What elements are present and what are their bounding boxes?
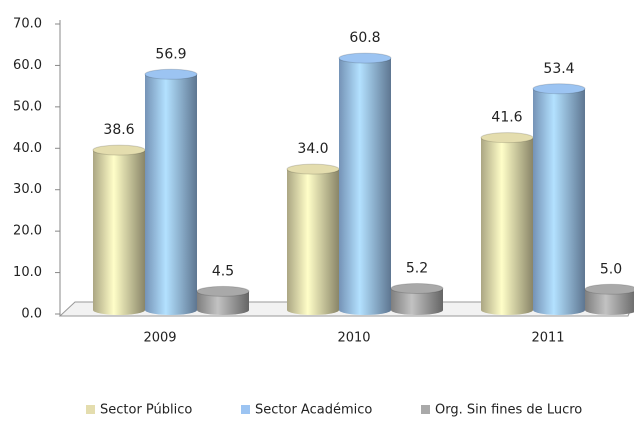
bar (92, 144, 146, 315)
bar-top (390, 282, 444, 294)
bar-base (481, 305, 533, 315)
legend-swatch (421, 405, 430, 414)
y-tick-label: 0.0 (21, 307, 42, 322)
value-label: 5.0 (600, 261, 622, 277)
bar-base (145, 305, 197, 315)
bar (338, 52, 392, 315)
bar-body (339, 58, 391, 310)
value-label: 60.8 (349, 30, 380, 46)
value-label: 56.9 (155, 46, 186, 62)
bar-body (533, 88, 585, 311)
bar-top (144, 68, 198, 80)
bar (480, 132, 534, 315)
bar-top (480, 132, 534, 144)
bar-top (286, 163, 340, 175)
legend-swatch (86, 405, 95, 414)
bar-top (532, 83, 586, 95)
bar-body (93, 150, 145, 310)
legend-swatch (241, 405, 250, 414)
bar-base (339, 305, 391, 315)
x-tick-label: 2010 (337, 331, 370, 346)
bar (196, 285, 250, 315)
bar-top (92, 144, 146, 156)
bar (144, 68, 198, 315)
bar-body (391, 288, 443, 310)
bar-base (197, 305, 249, 315)
bar-body (197, 291, 249, 310)
bar (390, 282, 444, 315)
value-label: 41.6 (491, 110, 522, 126)
y-tick-label: 70.0 (13, 17, 42, 32)
bar-base (533, 305, 585, 315)
y-tick-label: 20.0 (13, 224, 42, 239)
y-tick-label: 50.0 (13, 99, 42, 114)
bar (532, 83, 586, 315)
bar-body (481, 137, 533, 310)
bar-body (145, 74, 197, 311)
y-tick-label: 60.0 (13, 58, 42, 73)
bar-top (584, 283, 634, 295)
x-tick-label: 2009 (143, 331, 176, 346)
bar-top (338, 52, 392, 64)
legend-label: Org. Sin fines de Lucro (435, 403, 582, 418)
bar (584, 283, 634, 315)
bar (286, 163, 340, 315)
bar-body (287, 169, 339, 310)
y-tick-label: 40.0 (13, 141, 42, 156)
value-label: 53.4 (543, 61, 574, 77)
value-label: 34.0 (297, 141, 328, 157)
bar-base (93, 305, 145, 315)
bar-base (585, 305, 634, 315)
bar-top (196, 285, 250, 297)
value-label: 4.5 (212, 263, 234, 279)
bar-base (287, 305, 339, 315)
legend-label: Sector Académico (255, 403, 372, 418)
bar-body (585, 289, 634, 310)
legend-label: Sector Público (100, 403, 192, 418)
bar-base (391, 305, 443, 315)
value-label: 38.6 (103, 122, 134, 138)
value-label: 5.2 (406, 260, 428, 276)
y-tick-label: 10.0 (13, 265, 42, 280)
x-tick-label: 2011 (531, 331, 564, 346)
y-tick-label: 30.0 (13, 182, 42, 197)
